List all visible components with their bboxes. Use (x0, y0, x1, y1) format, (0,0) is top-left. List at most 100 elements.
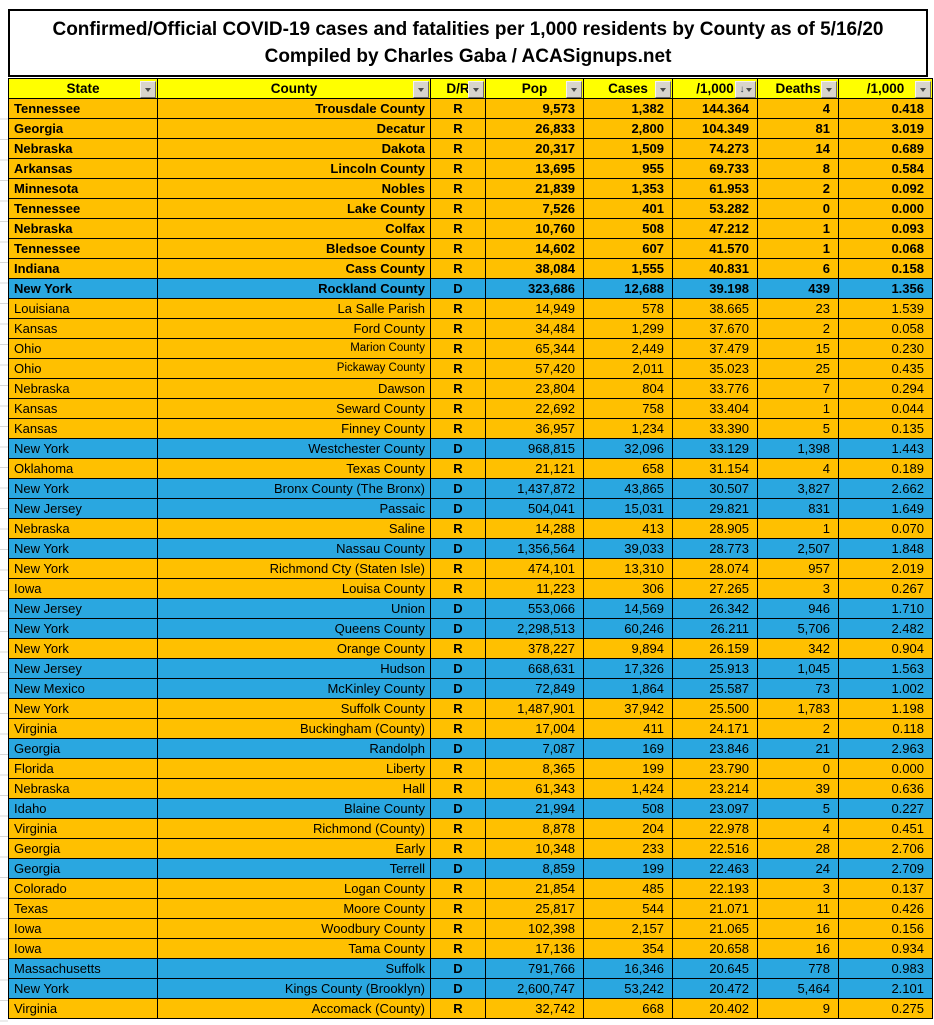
cell-deaths[interactable]: 7 (757, 378, 839, 399)
cell-deaths[interactable]: 3 (757, 578, 839, 599)
cell-county[interactable]: Kings County (Brooklyn) (157, 978, 431, 999)
cell-per1000[interactable]: 21.065 (672, 918, 758, 939)
cell-dper1000[interactable]: 1.539 (838, 298, 933, 319)
cell-dr[interactable]: D (430, 598, 486, 619)
cell-deaths[interactable]: 2 (757, 318, 839, 339)
cell-deaths[interactable]: 16 (757, 938, 839, 959)
cell-pop[interactable]: 32,742 (485, 998, 584, 1019)
cell-state[interactable]: Nebraska (8, 778, 158, 799)
cell-pop[interactable]: 323,686 (485, 278, 584, 299)
cell-dr[interactable]: R (430, 318, 486, 339)
cell-state[interactable]: Georgia (8, 738, 158, 759)
cell-pop[interactable]: 10,760 (485, 218, 584, 239)
cell-deaths[interactable]: 39 (757, 778, 839, 799)
cell-state[interactable]: Virginia (8, 998, 158, 1019)
cell-dr[interactable]: R (430, 518, 486, 539)
cell-dr[interactable]: R (430, 818, 486, 839)
cell-pop[interactable]: 474,101 (485, 558, 584, 579)
cell-dper1000[interactable]: 0.584 (838, 158, 933, 179)
cell-dper1000[interactable]: 2.662 (838, 478, 933, 499)
cell-dper1000[interactable]: 2.019 (838, 558, 933, 579)
cell-pop[interactable]: 17,004 (485, 718, 584, 739)
cell-state[interactable]: New Mexico (8, 678, 158, 699)
cell-dper1000[interactable]: 0.904 (838, 638, 933, 659)
column-header-county[interactable]: County (157, 78, 431, 99)
cell-dr[interactable]: R (430, 578, 486, 599)
cell-pop[interactable]: 2,298,513 (485, 618, 584, 639)
cell-dper1000[interactable]: 0.189 (838, 458, 933, 479)
cell-per1000[interactable]: 26.159 (672, 638, 758, 659)
cell-county[interactable]: Cass County (157, 258, 431, 279)
cell-per1000[interactable]: 24.171 (672, 718, 758, 739)
column-header-per1000[interactable]: /1,000 ↓ (672, 78, 758, 99)
cell-pop[interactable]: 21,994 (485, 798, 584, 819)
cell-dper1000[interactable]: 2.101 (838, 978, 933, 999)
cell-pop[interactable]: 8,878 (485, 818, 584, 839)
cell-deaths[interactable]: 1 (757, 398, 839, 419)
cell-county[interactable]: Saline (157, 518, 431, 539)
cell-county[interactable]: Richmond Cty (Staten Isle) (157, 558, 431, 579)
cell-cases[interactable]: 37,942 (583, 698, 673, 719)
cell-state[interactable]: Iowa (8, 578, 158, 599)
cell-dper1000[interactable]: 0.983 (838, 958, 933, 979)
cell-state[interactable]: New York (8, 558, 158, 579)
cell-county[interactable]: Union (157, 598, 431, 619)
cell-state[interactable]: Nebraska (8, 218, 158, 239)
cell-state[interactable]: New York (8, 278, 158, 299)
cell-dr[interactable]: R (430, 838, 486, 859)
cell-county[interactable]: Texas County (157, 458, 431, 479)
column-header-dr[interactable]: D/R (430, 78, 486, 99)
cell-dper1000[interactable]: 0.068 (838, 238, 933, 259)
column-header-deaths[interactable]: Deaths (757, 78, 839, 99)
cell-dper1000[interactable]: 2.709 (838, 858, 933, 879)
cell-dper1000[interactable]: 1.563 (838, 658, 933, 679)
cell-state[interactable]: Nebraska (8, 378, 158, 399)
cell-cases[interactable]: 955 (583, 158, 673, 179)
cell-per1000[interactable]: 53.282 (672, 198, 758, 219)
cell-dr[interactable]: R (430, 778, 486, 799)
cell-state[interactable]: Massachusetts (8, 958, 158, 979)
cell-county[interactable]: Woodbury County (157, 918, 431, 939)
cell-county[interactable]: Westchester County (157, 438, 431, 459)
cell-state[interactable]: New York (8, 478, 158, 499)
cell-state[interactable]: Florida (8, 758, 158, 779)
cell-dper1000[interactable]: 0.636 (838, 778, 933, 799)
cell-deaths[interactable]: 439 (757, 278, 839, 299)
cell-dr[interactable]: R (430, 998, 486, 1019)
cell-dr[interactable]: D (430, 798, 486, 819)
cell-dr[interactable]: D (430, 538, 486, 559)
cell-county[interactable]: Dawson (157, 378, 431, 399)
cell-per1000[interactable]: 22.516 (672, 838, 758, 859)
cell-per1000[interactable]: 20.472 (672, 978, 758, 999)
cell-cases[interactable]: 1,555 (583, 258, 673, 279)
cell-county[interactable]: Terrell (157, 858, 431, 879)
cell-dper1000[interactable]: 2.963 (838, 738, 933, 759)
cell-dper1000[interactable]: 0.934 (838, 938, 933, 959)
cell-county[interactable]: Colfax (157, 218, 431, 239)
cell-cases[interactable]: 43,865 (583, 478, 673, 499)
cell-cases[interactable]: 199 (583, 858, 673, 879)
cell-per1000[interactable]: 23.790 (672, 758, 758, 779)
cell-dr[interactable]: R (430, 558, 486, 579)
cell-dper1000[interactable]: 1.356 (838, 278, 933, 299)
cell-per1000[interactable]: 74.273 (672, 138, 758, 159)
cell-state[interactable]: Idaho (8, 798, 158, 819)
cell-county[interactable]: Early (157, 838, 431, 859)
cell-cases[interactable]: 578 (583, 298, 673, 319)
cell-deaths[interactable]: 21 (757, 738, 839, 759)
cell-dper1000[interactable]: 0.093 (838, 218, 933, 239)
cell-per1000[interactable]: 20.645 (672, 958, 758, 979)
cell-state[interactable]: New York (8, 438, 158, 459)
cell-state[interactable]: Kansas (8, 318, 158, 339)
cell-dr[interactable]: D (430, 958, 486, 979)
cell-state[interactable]: Colorado (8, 878, 158, 899)
cell-per1000[interactable]: 23.846 (672, 738, 758, 759)
cell-dr[interactable]: R (430, 238, 486, 259)
cell-cases[interactable]: 508 (583, 798, 673, 819)
filter-dropdown-icon[interactable] (821, 81, 837, 98)
cell-state[interactable]: Virginia (8, 818, 158, 839)
cell-deaths[interactable]: 1,398 (757, 438, 839, 459)
cell-state[interactable]: Tennessee (8, 98, 158, 119)
cell-pop[interactable]: 668,631 (485, 658, 584, 679)
cell-dper1000[interactable]: 3.019 (838, 118, 933, 139)
